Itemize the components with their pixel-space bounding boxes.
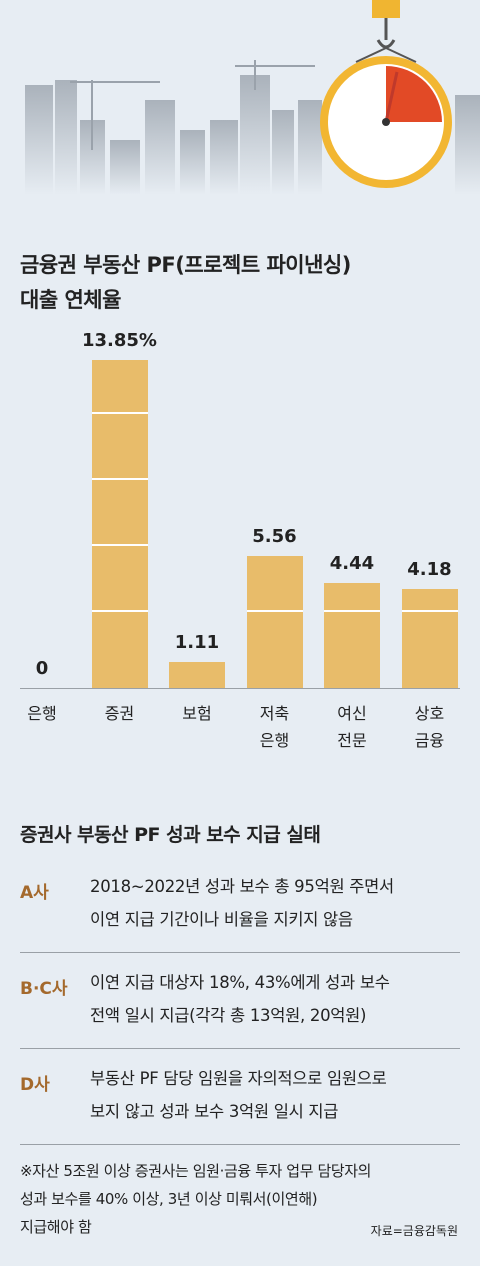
bar [324,582,380,688]
value-label: 4.18 [407,559,452,580]
baseline [20,688,460,689]
header-illustration [25,0,480,195]
table-title: 증권사 부동산 PF 성과 보수 지급 실태 [20,824,321,846]
value-label: 0 [35,658,49,679]
separator [20,1048,460,1049]
separator [20,1144,460,1145]
value-label: 13.85% [82,330,157,351]
source: 자료=금융감독원 [370,1224,458,1238]
bar [169,661,225,688]
x-tick-label: 은행 [27,704,57,723]
row-text: 2018~2022년 성과 보수 총 95억원 주면서 이연 지급 기간이나 비… [90,877,394,929]
x-tick-label: 상호 금융 [414,704,445,750]
value-label: 1.11 [174,631,220,653]
footnote: ※자산 5조원 이상 증권사는 임원·금융 투자 업무 담당자의 성과 보수를 … [20,1162,372,1236]
separator [20,952,460,953]
row-label: A사 [20,883,49,903]
value-label: 4.44 [329,552,375,574]
x-tick-label: 저축 은행 [259,704,290,750]
chart-title: 금융권 부동산 PF(프로젝트 파이낸싱) 대출 연체율 [20,253,351,312]
x-tick-label: 여신 전문 [337,704,367,750]
row-text: 이연 지급 대상자 18%, 43%에게 성과 보수 전액 일시 지급(각각 총… [90,973,390,1025]
bar [401,589,458,688]
value-label: 5.56 [252,526,297,548]
bar [246,556,303,688]
row-text: 부동산 PF 담당 임원을 자의적으로 임원으로 보지 않고 성과 보수 3억원… [90,1069,387,1121]
row-label: B·C사 [20,979,68,999]
row-label: D사 [20,1075,50,1095]
x-tick-label: 증권 [104,704,135,723]
bar [91,360,148,688]
x-tick-label: 보험 [182,704,212,723]
